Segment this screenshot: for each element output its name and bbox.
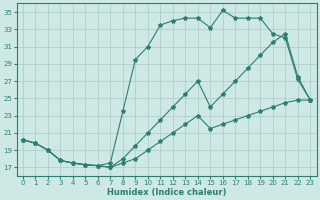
X-axis label: Humidex (Indice chaleur): Humidex (Indice chaleur) — [107, 188, 226, 197]
